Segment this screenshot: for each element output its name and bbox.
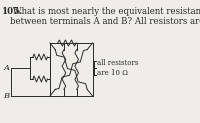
Text: What is most nearly the equivalent resistance
between terminals A and B? All res: What is most nearly the equivalent resis…	[10, 7, 200, 26]
Text: 105.: 105.	[2, 7, 24, 16]
Text: all resistors
are 10 Ω: all resistors are 10 Ω	[97, 59, 138, 77]
Text: A: A	[4, 64, 10, 72]
Text: B: B	[4, 92, 10, 100]
